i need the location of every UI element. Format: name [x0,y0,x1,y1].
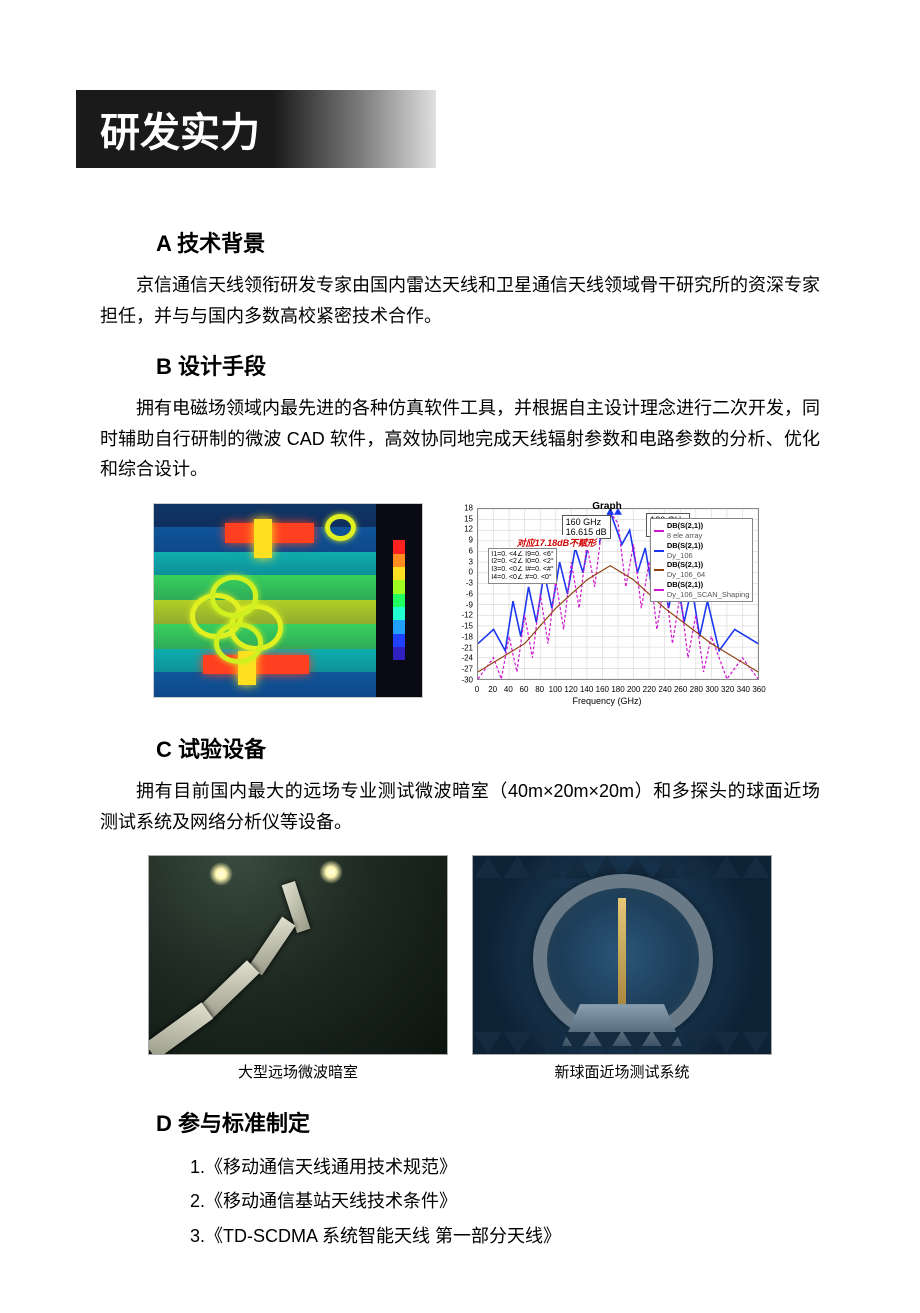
list-item: 1.《移动通信天线通用技术规范》 [190,1150,820,1184]
em-simulation-figure [153,503,423,698]
section-a-heading: A 技术背景 [156,226,860,258]
section-d-heading: D 参与标准制定 [156,1106,860,1138]
nearfield-system-photo [472,855,772,1055]
chart-xlabel: Frequency (GHz) [447,696,767,706]
radiation-pattern-chart: Graph Frequency (GHz) 1815129630-3-6-9-1… [447,503,767,708]
section-b-heading: B 设计手段 [156,349,860,381]
section-a-body: 京信通信天线领衔研发专家由国内雷达天线和卫星通信天线领域骨干研究所的资深专家担任… [100,270,820,331]
list-item: 3.《TD-SCDMA 系统智能天线 第一部分天线》 [190,1219,820,1253]
section-c-body: 拥有目前国内最大的远场专业测试微波暗室（40m×20m×20m）和多探头的球面近… [100,776,820,837]
chart-title: Graph [447,501,767,512]
section-b-figure-row: Graph Frequency (GHz) 1815129630-3-6-9-1… [100,503,820,708]
section-c-heading: C 试验设备 [156,732,860,764]
list-item: 2.《移动通信基站天线技术条件》 [190,1184,820,1218]
anechoic-chamber-photo [148,855,448,1055]
caption-right: 新球面近场测试系统 [554,1061,689,1082]
page-title-banner: 研发实力 [76,90,436,168]
caption-left: 大型远场微波暗室 [238,1061,358,1082]
section-b-body: 拥有电磁场领域内最先进的各种仿真软件工具，并根据自主设计理念进行二次开发，同时辅… [100,393,820,485]
colorbar [376,504,422,697]
standards-list: 1.《移动通信天线通用技术规范》 2.《移动通信基站天线技术条件》 3.《TD-… [190,1150,820,1253]
section-c-figure-row: 大型远场微波暗室 新球面近场测试系统 [100,855,820,1082]
